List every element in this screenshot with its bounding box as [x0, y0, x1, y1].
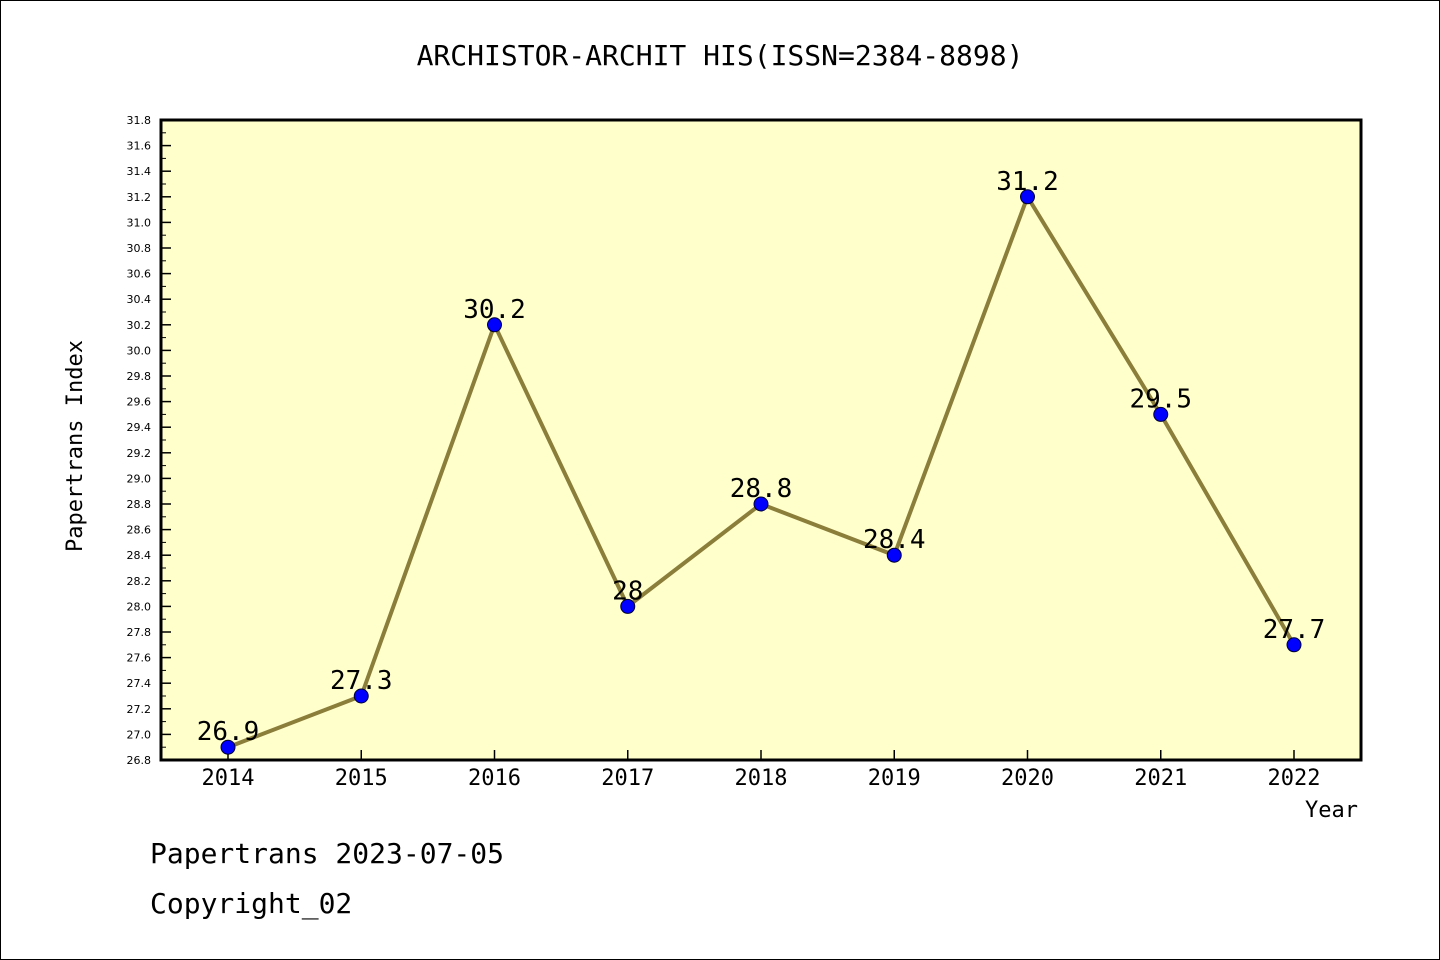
y-tick-label: 28.8	[127, 498, 152, 511]
data-label: 27.3	[330, 666, 393, 696]
x-tick-label: 2022	[1268, 766, 1321, 791]
y-tick-label: 27.6	[127, 652, 152, 665]
x-axis-label: Year	[1305, 798, 1358, 823]
data-label: 28.8	[730, 474, 793, 504]
data-label: 28.4	[863, 525, 926, 555]
y-tick-label: 30.6	[127, 268, 152, 281]
y-tick-label: 29.4	[127, 421, 152, 434]
data-point	[753, 496, 769, 512]
data-point	[1020, 189, 1035, 205]
x-tick-label: 2021	[1134, 766, 1187, 791]
x-tick-label: 2014	[202, 766, 255, 791]
data-point	[1286, 637, 1302, 653]
y-tick-label: 28.6	[127, 524, 152, 537]
data-label: 26.9	[197, 717, 260, 747]
y-tick-label: 29.2	[127, 447, 152, 460]
y-tick-label: 31.2	[127, 191, 152, 204]
y-tick-label: 28.0	[127, 600, 152, 613]
plot-area	[161, 120, 1361, 760]
y-tick-label: 27.4	[127, 677, 152, 690]
y-tick-label: 31.8	[127, 114, 152, 127]
footer-date: Papertrans 2023-07-05	[150, 837, 505, 870]
y-tick-label: 31.0	[127, 216, 152, 229]
data-point	[487, 317, 502, 333]
x-tick-label: 2019	[868, 766, 921, 791]
y-tick-label: 31.6	[127, 140, 152, 153]
data-point	[620, 598, 636, 614]
y-tick-label: 28.4	[127, 549, 152, 562]
data-labels: 26.9 27.3 30.2 28 28.8 28.4 31.2 29.5 27.7	[197, 167, 1326, 747]
data-label: 29.5	[1129, 384, 1192, 414]
y-axis-ticks: 26.8 27.0 27.2 27.4 27.6 27.8 28.0 28.2 28.4 28.6…	[127, 114, 171, 767]
y-tick-label: 29.6	[127, 396, 152, 409]
chart-title: ARCHISTOR-ARCHIT HIS(ISSN=2384-8898)	[416, 39, 1024, 72]
y-tick-label: 31.4	[127, 165, 152, 178]
data-point	[220, 739, 236, 755]
x-axis-ticks: 2014 2015 2016 2017 2018 2019 2020 2021 2022	[202, 750, 1321, 791]
x-tick-label: 2017	[601, 766, 654, 791]
x-tick-label: 2015	[335, 766, 388, 791]
y-tick-label: 28.2	[127, 575, 152, 588]
y-tick-label: 29.8	[127, 370, 152, 383]
x-tick-label: 2018	[735, 766, 788, 791]
data-point	[886, 547, 902, 563]
data-point	[1153, 406, 1169, 422]
y-tick-label: 26.8	[127, 754, 152, 767]
data-label: 28	[612, 576, 643, 606]
y-tick-label: 30.4	[127, 293, 152, 306]
y-tick-label: 27.2	[127, 703, 152, 716]
footer-copyright: Copyright_02	[150, 887, 353, 920]
y-tick-label: 30.0	[127, 344, 152, 357]
y-tick-label: 30.2	[127, 319, 152, 332]
x-tick-label: 2020	[1001, 766, 1054, 791]
x-tick-label: 2016	[468, 766, 521, 791]
y-tick-label: 27.8	[127, 626, 152, 639]
y-tick-label: 27.0	[127, 728, 152, 741]
data-label: 30.2	[463, 295, 526, 325]
y-tick-label: 29.0	[127, 472, 152, 485]
data-label: 31.2	[996, 167, 1059, 197]
y-tick-label: 30.8	[127, 242, 152, 255]
data-label: 27.7	[1263, 615, 1326, 645]
data-points	[220, 189, 1302, 755]
data-point	[353, 688, 369, 704]
plot-border	[159, 118, 1363, 762]
